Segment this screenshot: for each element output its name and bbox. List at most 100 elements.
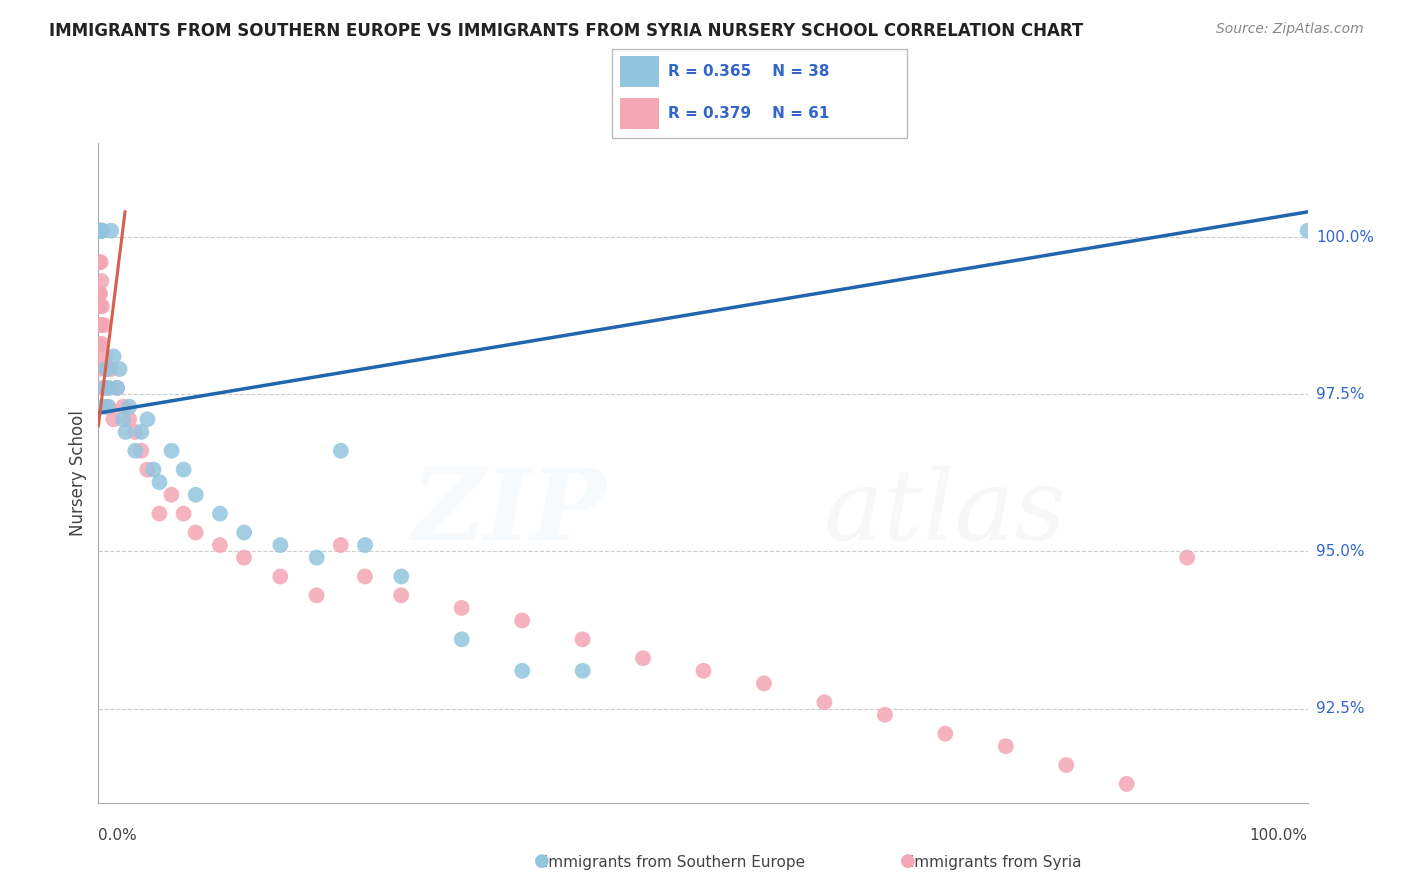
Point (87, 299, 110, 313)
Point (208, 507, 231, 521)
Point (97, 400, 120, 414)
Text: ZIP: ZIP (412, 464, 606, 560)
Point (96, 381, 118, 395)
Point (994, 739, 1017, 754)
Point (112, 412, 135, 426)
Text: Immigrants from Southern Europe: Immigrants from Southern Europe (534, 855, 806, 870)
Text: 100.0%: 100.0% (1250, 828, 1308, 843)
Point (87, 224, 110, 238)
Point (108, 362, 131, 376)
Point (124, 425, 146, 439)
Point (96, 400, 118, 414)
Point (97, 381, 120, 395)
Point (269, 538, 291, 552)
Y-axis label: Nursery School: Nursery School (69, 409, 87, 536)
Point (305, 588, 328, 602)
Point (94, 350, 117, 364)
Point (100, 224, 122, 238)
Point (90, 224, 112, 238)
Point (354, 569, 377, 583)
Text: 92.5%: 92.5% (1316, 701, 1364, 716)
Point (90, 274, 112, 288)
Point (89, 318, 111, 332)
Point (124, 443, 146, 458)
Point (233, 525, 256, 540)
Point (87, 224, 110, 238)
Point (1175, 550, 1198, 565)
Point (389, 588, 412, 602)
Point (692, 664, 714, 678)
Point (269, 569, 291, 583)
Text: Source: ZipAtlas.com: Source: ZipAtlas.com (1216, 22, 1364, 37)
Text: ●: ● (534, 852, 550, 870)
Point (510, 664, 533, 678)
Point (148, 475, 170, 490)
Text: 95.0%: 95.0% (1316, 544, 1364, 559)
Point (90, 224, 112, 238)
Point (1054, 758, 1077, 772)
Point (93, 318, 115, 332)
Point (233, 550, 256, 565)
Point (160, 443, 183, 458)
Point (90, 299, 112, 313)
Point (89, 286, 111, 301)
Point (329, 538, 352, 552)
Point (118, 400, 141, 414)
Point (89, 224, 111, 238)
Point (112, 400, 135, 414)
Point (813, 695, 835, 709)
Point (87, 224, 110, 238)
Point (87, 224, 110, 238)
Point (89, 286, 111, 301)
Point (89, 224, 111, 238)
Point (90, 224, 112, 238)
Point (105, 381, 128, 395)
Point (105, 381, 128, 395)
Point (160, 488, 183, 502)
Point (1296, 224, 1319, 238)
Point (100, 362, 122, 376)
FancyBboxPatch shape (612, 49, 907, 138)
Point (96, 362, 118, 376)
Point (90, 299, 112, 313)
Bar (620, 98, 659, 129)
Text: R = 0.379    N = 61: R = 0.379 N = 61 (668, 106, 830, 121)
Point (354, 538, 377, 552)
Point (934, 726, 956, 740)
Text: 0.0%: 0.0% (98, 828, 138, 843)
Point (103, 412, 125, 426)
Point (631, 651, 654, 665)
Point (89, 224, 111, 238)
Point (90, 318, 112, 332)
Point (571, 664, 593, 678)
Point (136, 462, 159, 476)
Text: Immigrants from Syria: Immigrants from Syria (900, 855, 1081, 870)
Point (114, 425, 136, 439)
Point (87, 318, 110, 332)
Point (208, 538, 231, 552)
Point (89, 255, 111, 269)
Point (136, 412, 159, 426)
Point (87, 362, 110, 376)
Point (91, 381, 114, 395)
Point (510, 614, 533, 628)
Point (571, 632, 593, 647)
Point (148, 507, 170, 521)
Point (87, 337, 110, 351)
Text: ●: ● (900, 852, 915, 870)
Text: 100.0%: 100.0% (1316, 229, 1374, 244)
Point (93, 400, 115, 414)
Text: IMMIGRANTS FROM SOUTHERN EUROPE VS IMMIGRANTS FROM SYRIA NURSERY SCHOOL CORRELAT: IMMIGRANTS FROM SOUTHERN EUROPE VS IMMIG… (49, 22, 1084, 40)
Point (89, 224, 111, 238)
Point (90, 337, 112, 351)
Point (184, 525, 207, 540)
Point (96, 362, 118, 376)
Point (142, 462, 165, 476)
Point (87, 255, 110, 269)
Point (131, 425, 153, 439)
Bar (620, 56, 659, 87)
Point (173, 462, 195, 476)
Point (87, 224, 110, 238)
Point (91, 224, 114, 238)
Point (389, 569, 412, 583)
